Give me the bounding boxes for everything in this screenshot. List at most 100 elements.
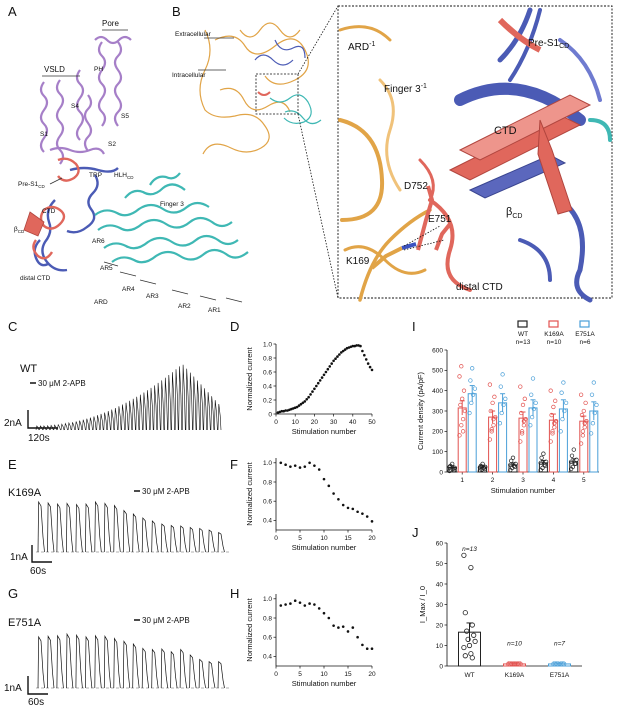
data-point xyxy=(518,439,523,444)
data-point xyxy=(561,380,566,385)
data-point xyxy=(550,431,555,436)
data-point xyxy=(578,392,584,397)
scale-x-e: 60s xyxy=(30,566,46,577)
data-point xyxy=(458,402,463,408)
label-distal-ctd-zoom: distal CTD xyxy=(456,282,503,293)
x-axis-title: Stimulation number xyxy=(491,486,556,495)
label-ard-inv: ARD-1 xyxy=(348,41,375,53)
x-tick-label: 20 xyxy=(368,535,376,542)
label-pre-s1-cd: Pre-S1CD xyxy=(18,181,45,189)
data-point xyxy=(316,381,320,385)
label-ctd: CTD xyxy=(42,208,56,215)
y-tick-label: 1.0 xyxy=(263,596,272,603)
legend-n: n=6 xyxy=(579,339,590,346)
data-point xyxy=(471,632,477,638)
data-point xyxy=(289,602,292,605)
data-point xyxy=(482,466,487,472)
data-point xyxy=(583,400,588,406)
data-point xyxy=(470,392,476,397)
chart-d: 0 10 20 30 40 50 0 0.2 0.4 0.6 0.8 1.0 Stimulation n… xyxy=(245,341,376,436)
y-tick-label: 0 xyxy=(439,663,443,670)
label-e751: E751 xyxy=(428,214,452,225)
label-finger3: Finger 3 xyxy=(160,201,184,208)
label-ar4: AR4 xyxy=(122,286,135,293)
data-point xyxy=(469,400,474,406)
data-point xyxy=(461,388,467,393)
data-point xyxy=(330,362,333,365)
data-point xyxy=(298,466,302,469)
data-point xyxy=(510,455,516,460)
data-point xyxy=(592,410,597,416)
data-point xyxy=(293,464,297,467)
data-point xyxy=(553,398,558,403)
ctd-sheet-2 xyxy=(458,94,592,161)
label-intracellular: Intracellular xyxy=(172,72,206,79)
data-point xyxy=(568,459,574,464)
data-point xyxy=(559,390,564,395)
x-tick-label: 30 xyxy=(330,419,338,426)
panel-letter-b: B xyxy=(172,4,181,19)
data-point xyxy=(543,459,549,464)
y-tick-label: 1.0 xyxy=(263,460,272,467)
data-point xyxy=(521,423,527,428)
panel-letter-g: G xyxy=(8,586,18,601)
y-axis-title: I_Max / I_0 xyxy=(418,586,427,623)
scale-x-g: 60s xyxy=(28,697,44,708)
x-tick-label: 40 xyxy=(349,419,357,426)
panel-letter-i: I xyxy=(412,319,416,334)
data-point xyxy=(590,421,596,426)
data-point xyxy=(356,510,359,514)
panel-letter-e: E xyxy=(8,457,17,472)
x-tick-label: 3 xyxy=(521,477,525,484)
n-label: n=13 xyxy=(462,546,477,553)
data-point xyxy=(561,661,567,667)
current-trace-wt xyxy=(35,364,222,431)
data-point xyxy=(303,400,307,403)
data-point xyxy=(327,616,331,620)
bar xyxy=(467,393,477,473)
data-point xyxy=(470,366,475,371)
data-point xyxy=(498,384,503,389)
data-point xyxy=(308,461,311,465)
ctd-sheet-4 xyxy=(537,119,573,215)
zoom-region-box xyxy=(255,73,299,115)
data-point xyxy=(346,630,350,633)
data-point xyxy=(327,484,331,488)
zoom-line-top xyxy=(297,5,339,75)
panel-c: C WT 30 μM 2-APB 2nA 120s xyxy=(4,319,222,444)
label-ar1: AR1 xyxy=(208,307,221,314)
panel-letter-f: F xyxy=(230,457,238,472)
x-tick-label: 10 xyxy=(292,419,300,426)
data-point xyxy=(551,404,556,410)
data-point xyxy=(337,497,340,501)
n-label: n=10 xyxy=(507,641,522,648)
a-guide-lines xyxy=(42,29,243,303)
label-vsld: VSLD xyxy=(44,65,65,74)
data-point xyxy=(530,376,536,381)
data-point xyxy=(457,374,462,379)
data-point xyxy=(459,423,464,428)
data-point xyxy=(451,467,457,473)
y-tick-label: 0.6 xyxy=(263,499,272,506)
y-tick-label: 20 xyxy=(436,622,444,629)
data-point xyxy=(477,465,483,470)
label-s1: S1 xyxy=(40,131,48,138)
data-point xyxy=(309,393,312,396)
y-tick-label: 0.6 xyxy=(263,635,272,642)
data-point xyxy=(447,464,452,470)
y-tick-label: 0.4 xyxy=(263,383,272,390)
label-ar5: AR5 xyxy=(100,265,113,272)
zoom-ribbons xyxy=(338,7,612,303)
data-point xyxy=(361,643,364,647)
data-point xyxy=(472,638,478,645)
label-distal-ctd: distal CTD xyxy=(20,275,51,282)
data-point xyxy=(462,408,468,414)
panel-letter-d: D xyxy=(230,319,239,334)
data-point xyxy=(284,409,287,412)
data-point xyxy=(355,344,358,347)
data-point xyxy=(293,599,297,603)
data-point xyxy=(284,603,287,606)
trace-g-condition: E751A xyxy=(8,617,42,629)
data-point xyxy=(467,410,472,416)
